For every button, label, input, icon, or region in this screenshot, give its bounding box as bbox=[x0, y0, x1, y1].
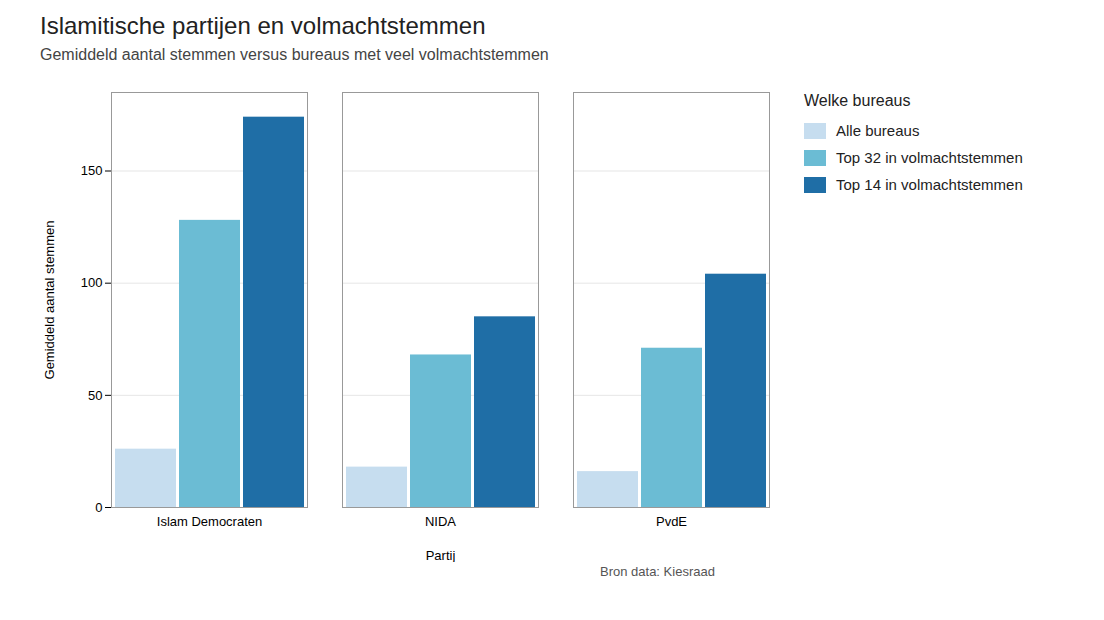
svg-text:150: 150 bbox=[81, 163, 103, 178]
svg-text:Islam Democraten: Islam Democraten bbox=[157, 514, 262, 529]
svg-text:NIDA: NIDA bbox=[425, 514, 456, 529]
svg-text:Partij: Partij bbox=[426, 548, 456, 563]
svg-text:PvdE: PvdE bbox=[656, 514, 687, 529]
svg-text:100: 100 bbox=[81, 275, 103, 290]
svg-text:Gemiddeld aantal stemmen: Gemiddeld aantal stemmen bbox=[42, 221, 57, 380]
html-text:Welke bureaus: Welke bureaus bbox=[804, 92, 911, 109]
html-text:Gemiddeld aantal stemmen versu: Gemiddeld aantal stemmen versus bureaus … bbox=[40, 46, 549, 63]
html-text:Bron data: Kiesraad: Bron data: Kiesraad bbox=[600, 564, 715, 579]
html-text:Islamitische partijen en volma: Islamitische partijen en volmachtstemmen bbox=[40, 12, 486, 39]
html-text:Alle bureaus: Alle bureaus bbox=[836, 122, 920, 139]
svg-text:0: 0 bbox=[95, 500, 102, 515]
html-text:Top 14 in volmachtstemmen: Top 14 in volmachtstemmen bbox=[836, 176, 1023, 193]
svg-text:50: 50 bbox=[88, 387, 102, 402]
html-text:Top 32 in volmachtstemmen: Top 32 in volmachtstemmen bbox=[836, 149, 1023, 166]
